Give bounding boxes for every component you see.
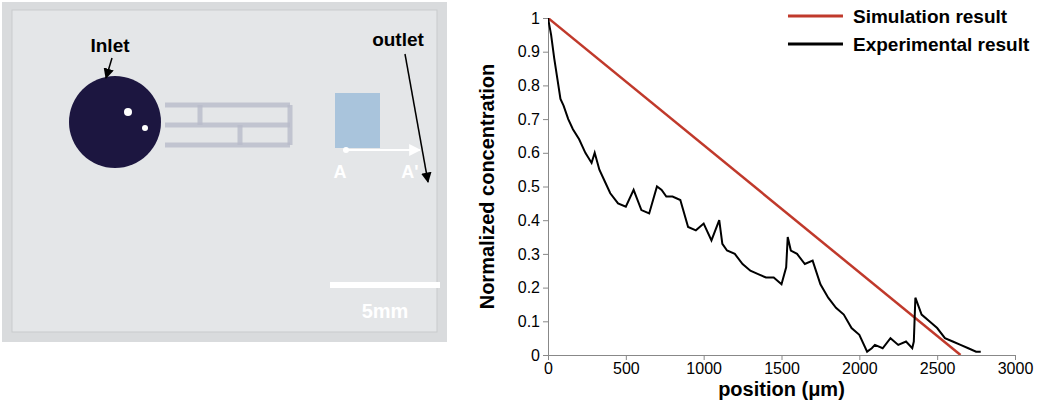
outlet-chamber bbox=[335, 93, 380, 148]
axis-line bbox=[543, 19, 549, 356]
figure: Inlet outlet A A' 5mm 0 500 1000 1500 2000 2500 300… bbox=[0, 0, 1038, 405]
legend-label: Simulation result bbox=[853, 6, 1008, 27]
channel bbox=[165, 143, 290, 148]
inlet-highlight bbox=[142, 125, 148, 131]
photo: Inlet outlet A A' 5mm bbox=[2, 2, 447, 342]
tick: 0 bbox=[544, 355, 553, 377]
a-arrow bbox=[346, 149, 420, 151]
tick-mark bbox=[1015, 355, 1016, 360]
tick: 1 bbox=[531, 10, 548, 27]
tick-label: 0 bbox=[544, 360, 553, 377]
channel bbox=[238, 125, 243, 145]
tick: 0.8 bbox=[518, 77, 548, 94]
tick-mark bbox=[937, 355, 938, 360]
y-axis-title: Normalized concentration bbox=[476, 64, 498, 310]
outlet-label: outlet bbox=[372, 29, 424, 50]
tick-label: 2500 bbox=[920, 360, 956, 377]
tick: 1500 bbox=[764, 355, 800, 377]
tick-mark bbox=[626, 355, 627, 360]
tick-mark bbox=[859, 355, 860, 360]
tick: 2000 bbox=[842, 355, 878, 377]
a-label: A bbox=[334, 162, 347, 182]
legend-swatch bbox=[788, 15, 843, 18]
tick: 0.7 bbox=[518, 111, 548, 128]
plot-area bbox=[548, 18, 981, 355]
series-line bbox=[548, 18, 961, 355]
tick-mark bbox=[543, 187, 548, 188]
tick-mark bbox=[543, 85, 548, 86]
channel bbox=[288, 105, 293, 145]
channel bbox=[165, 103, 290, 108]
x-axis-title: position (μm) bbox=[718, 378, 845, 400]
legend-swatch bbox=[788, 43, 843, 46]
tick-mark bbox=[543, 220, 548, 221]
tick: 2500 bbox=[920, 355, 956, 377]
tick-mark bbox=[543, 153, 548, 154]
x-axis: 0 500 1000 1500 2000 2500 3000 bbox=[544, 355, 1033, 377]
tick-label: 0.7 bbox=[518, 111, 540, 128]
inlet-arrow bbox=[106, 58, 112, 78]
tick-mark bbox=[782, 355, 783, 360]
inlet-drop bbox=[69, 76, 161, 168]
tick-label: 0.9 bbox=[518, 43, 540, 60]
tick: 0.6 bbox=[518, 144, 548, 161]
scale-bar bbox=[330, 282, 440, 288]
tick-label: 0.2 bbox=[518, 279, 540, 296]
tick-label: 3000 bbox=[998, 360, 1034, 377]
tick: 0.5 bbox=[518, 178, 548, 195]
inlet-label: Inlet bbox=[90, 35, 130, 56]
tick-label: 2000 bbox=[842, 360, 878, 377]
tick-mark bbox=[543, 254, 548, 255]
tick-label: 0.4 bbox=[518, 212, 540, 229]
inlet-highlight bbox=[124, 108, 132, 116]
photo-background bbox=[2, 2, 447, 342]
tick-mark bbox=[543, 321, 548, 322]
tick: 500 bbox=[613, 355, 640, 377]
legend: Simulation result Experimental result bbox=[788, 6, 1030, 55]
tick-label: 0 bbox=[531, 347, 540, 364]
a-prime-label: A' bbox=[401, 162, 418, 182]
tick-label: 1500 bbox=[764, 360, 800, 377]
tick-mark bbox=[543, 119, 548, 120]
tick-mark bbox=[704, 355, 705, 360]
tick-label: 500 bbox=[613, 360, 640, 377]
tick-label: 0.3 bbox=[518, 246, 540, 263]
tick: 0 bbox=[531, 347, 548, 364]
channels bbox=[165, 105, 290, 145]
tick-label: 0.5 bbox=[518, 178, 540, 195]
scale-bar-label: 5mm bbox=[362, 300, 409, 322]
tick-label: 0.6 bbox=[518, 144, 540, 161]
y-axis: 0 0.1 0.2 0.3 0.4 0.5 0.6 0.7 0.8 0.9 1 bbox=[518, 10, 549, 364]
legend-item: Experimental result bbox=[788, 34, 1030, 55]
legend-item: Simulation result bbox=[788, 6, 1008, 27]
channel bbox=[198, 105, 203, 125]
tick-mark bbox=[543, 288, 548, 289]
tick: 1000 bbox=[686, 355, 722, 377]
legend-label: Experimental result bbox=[853, 34, 1030, 55]
tick: 0.3 bbox=[518, 246, 548, 263]
axis-line bbox=[549, 356, 1016, 361]
tick: 3000 bbox=[998, 355, 1034, 377]
tick-label: 0.1 bbox=[518, 313, 540, 330]
tick: 0.4 bbox=[518, 212, 548, 229]
tick: 0.9 bbox=[518, 43, 548, 60]
tick-mark bbox=[543, 52, 548, 53]
tick-label: 0.8 bbox=[518, 77, 540, 94]
series-line bbox=[548, 18, 981, 352]
tick-mark bbox=[543, 355, 548, 356]
tick-mark bbox=[543, 18, 548, 19]
tick: 0.1 bbox=[518, 313, 548, 330]
tick-label: 1 bbox=[531, 10, 540, 27]
channel bbox=[165, 123, 290, 128]
tick-label: 1000 bbox=[686, 360, 722, 377]
tick: 0.2 bbox=[518, 279, 548, 296]
